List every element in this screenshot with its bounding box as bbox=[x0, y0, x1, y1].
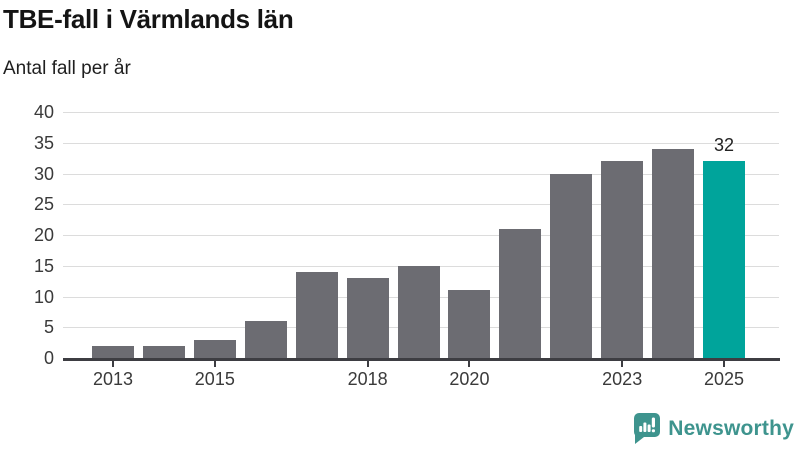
bar-2017 bbox=[295, 271, 338, 358]
brand-footer: Newsworthy bbox=[631, 412, 794, 446]
gridline-20 bbox=[63, 235, 779, 236]
bar-2020 bbox=[448, 290, 491, 358]
bar-2018 bbox=[346, 278, 389, 358]
x-axis-label-2018: 2018 bbox=[347, 369, 388, 389]
bar-2023 bbox=[601, 161, 644, 358]
y-axis-label: 20 bbox=[33, 225, 54, 245]
bar-2015 bbox=[193, 339, 236, 358]
newsworthy-logo-icon bbox=[634, 413, 661, 444]
x-axis-tick-2020 bbox=[468, 360, 471, 367]
gridline-25 bbox=[63, 204, 779, 206]
gridline-30 bbox=[63, 173, 779, 175]
x-axis-label-2015: 2015 bbox=[194, 369, 235, 389]
x-axis-tick-2023 bbox=[621, 360, 624, 367]
bar-2021 bbox=[499, 228, 542, 358]
x-axis-label-2020: 2020 bbox=[449, 369, 490, 389]
y-axis-label: 0 bbox=[43, 348, 54, 368]
x-axis-tick-2018 bbox=[366, 360, 369, 367]
gridline-35 bbox=[63, 142, 779, 144]
y-axis-label: 30 bbox=[33, 163, 54, 184]
x-axis-label-2013: 2013 bbox=[92, 369, 134, 389]
y-axis-label: 15 bbox=[33, 255, 54, 276]
bar-value-label: 32 bbox=[714, 135, 735, 156]
bar-2022 bbox=[550, 173, 593, 358]
page-title: TBE-fall i Värmlands län bbox=[3, 4, 294, 34]
x-axis-line bbox=[63, 358, 780, 361]
chart-subtitle: Antal fall per år bbox=[3, 58, 131, 79]
x-axis-tick-2013 bbox=[112, 360, 114, 367]
bar-2019 bbox=[397, 265, 440, 358]
gridline-40 bbox=[63, 112, 779, 113]
bar-2016 bbox=[244, 321, 287, 358]
x-axis-label-2025: 2025 bbox=[704, 369, 745, 389]
bar-2024 bbox=[652, 148, 695, 358]
bar-2013 bbox=[92, 345, 134, 358]
bar-2025 bbox=[703, 161, 746, 358]
x-axis-label-2023: 2023 bbox=[602, 369, 643, 389]
x-axis-tick-2025 bbox=[723, 360, 726, 367]
y-axis-label: 10 bbox=[33, 286, 54, 307]
y-axis-label: 40 bbox=[33, 102, 54, 122]
y-axis-label: 25 bbox=[33, 194, 54, 215]
x-axis-tick-2015 bbox=[213, 360, 216, 367]
brand-name: Newsworthy bbox=[668, 417, 794, 440]
bar-2014 bbox=[142, 345, 185, 358]
y-axis-label: 35 bbox=[33, 132, 54, 153]
y-axis-label: 5 bbox=[43, 317, 54, 338]
